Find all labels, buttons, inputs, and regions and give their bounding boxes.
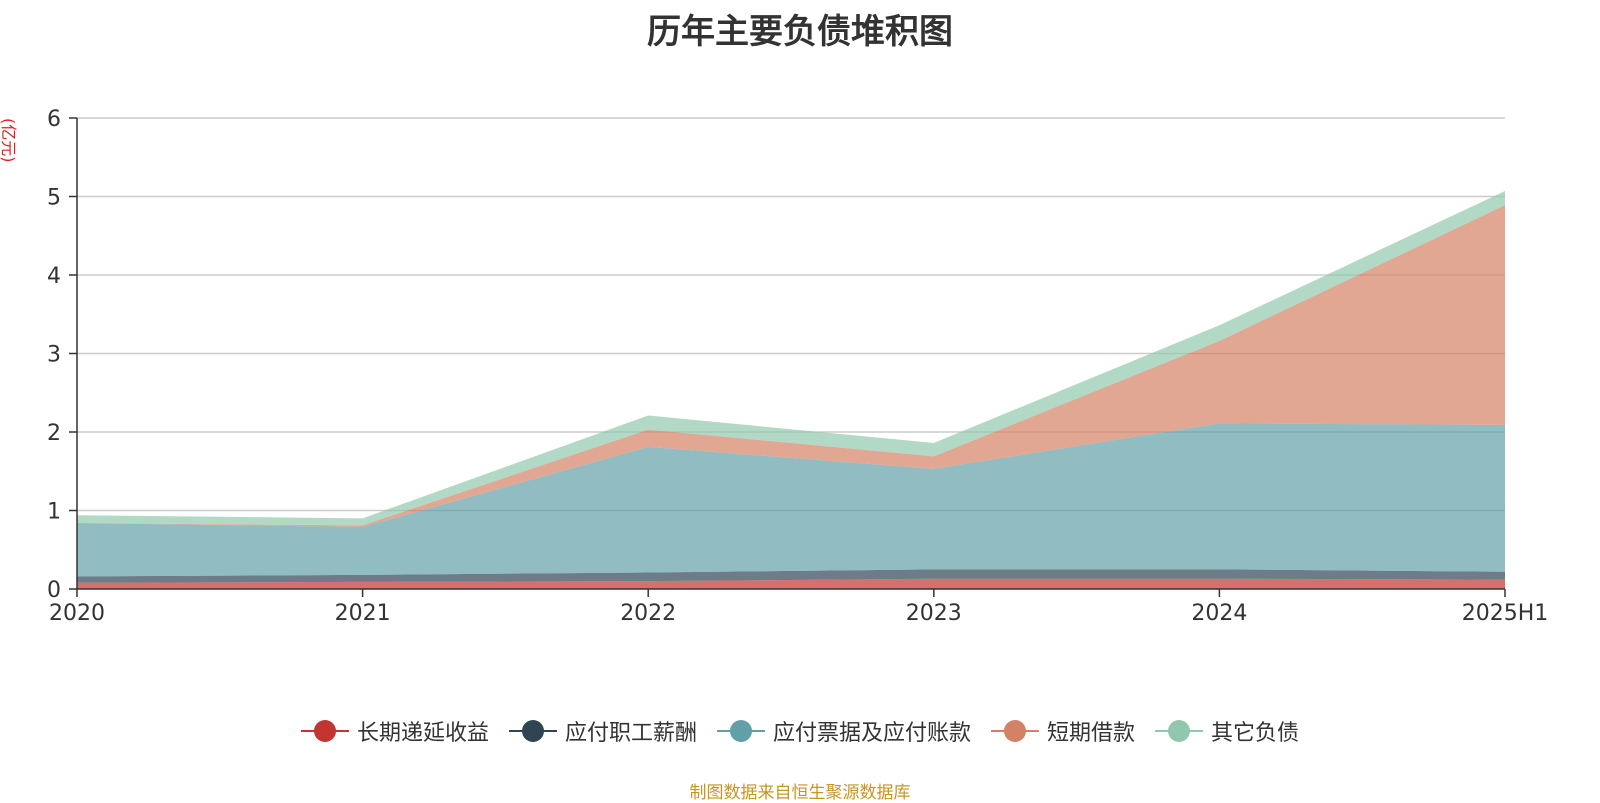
x-tick-label: 2024: [1191, 601, 1247, 626]
legend-item-4[interactable]: 其它负债: [1155, 715, 1299, 747]
y-tick-label: 4: [47, 264, 61, 289]
legend-swatch-icon: [300, 720, 349, 742]
x-tick-label: 2022: [620, 601, 676, 626]
legend-swatch-icon: [716, 720, 765, 742]
x-tick-label: 2023: [906, 601, 962, 626]
y-tick-label: 2: [47, 421, 61, 446]
legend-swatch-icon: [508, 720, 557, 742]
legend-label: 应付票据及应付账款: [772, 721, 971, 746]
legend-label: 短期借款: [1047, 721, 1136, 746]
legend-item-3[interactable]: 短期借款: [991, 715, 1135, 747]
legend-label: 应付职工薪酬: [564, 721, 697, 746]
chart-title: 历年主要负债堆积图: [647, 12, 953, 52]
x-tick-labels: 2020 2021 2022 2023 2024 2025H1: [49, 601, 1548, 626]
legend-label: 其它负债: [1211, 721, 1300, 746]
area-series-3[interactable]: [77, 205, 1505, 527]
y-tick-label: 5: [47, 186, 61, 211]
stacked-areas: [77, 191, 1505, 589]
area-series-0[interactable]: [77, 578, 1505, 589]
y-tick-labels: 0 1 2 3 4 5 6: [47, 107, 61, 603]
legend-swatch-icon: [1155, 720, 1204, 742]
axes: [69, 117, 1506, 597]
x-tick-label: 2020: [49, 601, 105, 626]
x-tick-label: 2025H1: [1462, 601, 1549, 626]
legend-label: 长期递延收益: [356, 721, 489, 746]
y-tick-label: 3: [47, 343, 61, 368]
y-tick-label: 0: [47, 578, 61, 603]
legend-item-0[interactable]: 长期递延收益: [300, 715, 489, 747]
area-series-2[interactable]: [77, 423, 1505, 577]
y-tick-label: 6: [47, 107, 61, 132]
legend-item-2[interactable]: 应付票据及应付账款: [716, 715, 971, 747]
legend-item-1[interactable]: 应付职工薪酬: [508, 715, 697, 747]
area-series-1[interactable]: [77, 569, 1505, 583]
source-footer: 制图数据来自恒生聚源数据库: [689, 783, 911, 803]
y-tick-label: 1: [47, 500, 61, 525]
x-tick-label: 2021: [335, 601, 391, 626]
legend: 长期递延收益 应付职工薪酬 应付票据及应付账款 短期借款 其它负债: [0, 715, 1600, 747]
legend-swatch-icon: [991, 720, 1039, 742]
